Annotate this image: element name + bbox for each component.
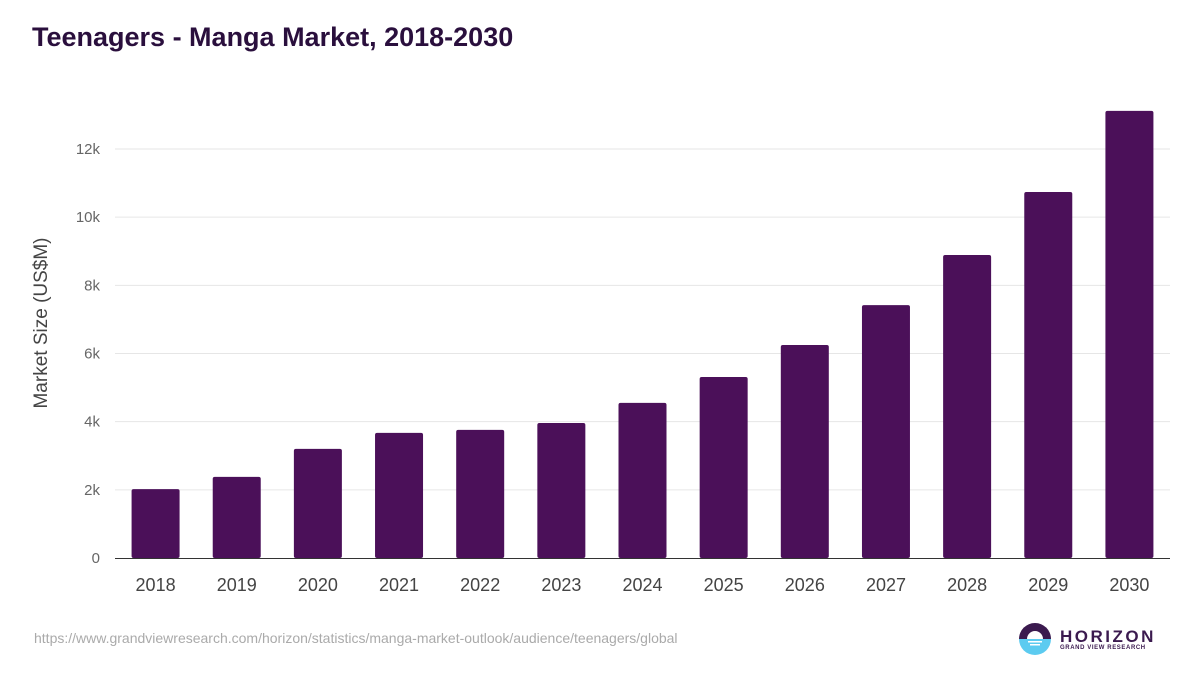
logo-name: HORIZON <box>1060 626 1156 646</box>
bar-2018 <box>131 489 180 558</box>
chart-title: Teenagers - Manga Market, 2018-2030 <box>32 22 514 52</box>
bar-2025 <box>699 377 748 558</box>
x-tick-label: 2029 <box>1028 575 1068 595</box>
x-tick-label: 2023 <box>541 575 581 595</box>
bar-2027 <box>861 305 910 558</box>
bar-2020 <box>293 448 342 558</box>
x-tick-label: 2020 <box>298 575 338 595</box>
bar-2026 <box>780 344 829 558</box>
bar-2028 <box>943 254 992 559</box>
bar-2023 <box>537 423 586 558</box>
bar-2022 <box>456 429 505 558</box>
y-tick-label: 8k <box>84 277 100 294</box>
bar-2030 <box>1105 110 1154 559</box>
bar-2019 <box>212 476 261 558</box>
x-tick-label: 2024 <box>622 575 662 595</box>
x-tick-label: 2022 <box>460 575 500 595</box>
y-tick-label: 4k <box>84 414 100 431</box>
horizon-logo-icon <box>1019 623 1051 655</box>
x-tick-label: 2026 <box>785 575 825 595</box>
x-tick-label: 2025 <box>704 575 744 595</box>
x-tick-label: 2019 <box>217 575 257 595</box>
y-tick-label: 2k <box>84 482 100 499</box>
y-tick-label: 10k <box>76 209 101 226</box>
x-tick-label: 2030 <box>1109 575 1149 595</box>
bar-2021 <box>375 432 424 558</box>
horizon-logo: HORIZON GRAND VIEW RESEARCH <box>1018 622 1156 656</box>
source-url[interactable]: https://www.grandviewresearch.com/horizo… <box>34 630 678 646</box>
bar-2024 <box>618 402 667 558</box>
x-tick-label: 2021 <box>379 575 419 595</box>
x-tick-label: 2018 <box>136 575 176 595</box>
y-tick-label: 0 <box>92 550 100 567</box>
x-tick-label: 2027 <box>866 575 906 595</box>
bar-2029 <box>1024 191 1073 558</box>
logo-subtitle: GRAND VIEW RESEARCH <box>1060 644 1146 651</box>
y-tick-label: 12k <box>76 141 101 158</box>
y-axis-label: Market Size (US$M) <box>31 237 52 408</box>
x-tick-label: 2028 <box>947 575 987 595</box>
y-tick-label: 6k <box>84 346 100 363</box>
